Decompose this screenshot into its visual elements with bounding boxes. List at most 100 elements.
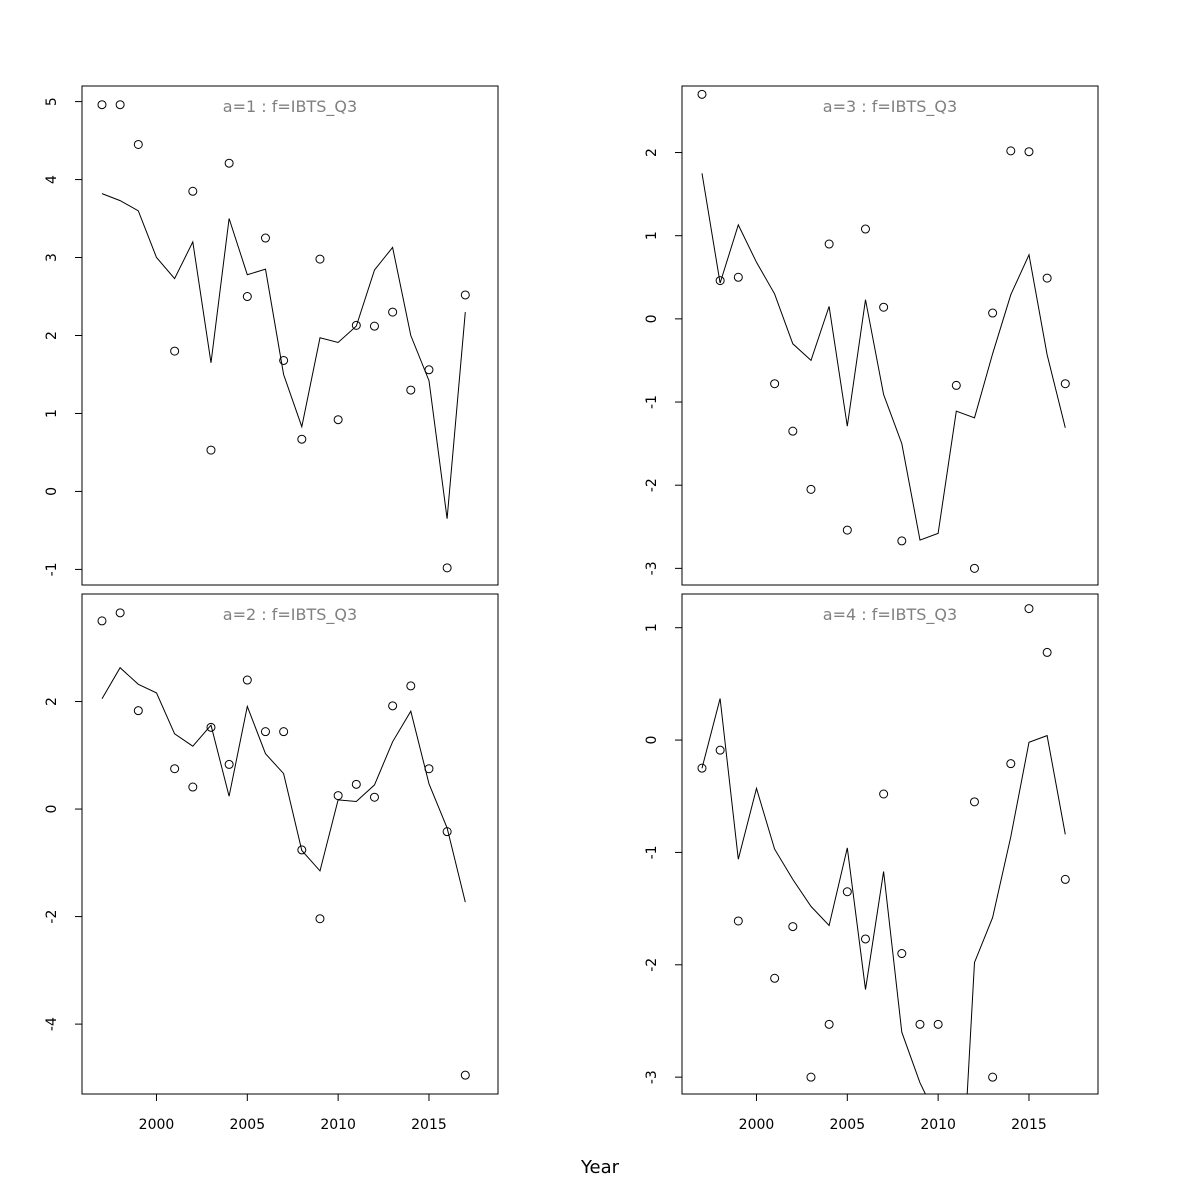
observed-point bbox=[715, 745, 725, 755]
observed-point bbox=[824, 1019, 834, 1029]
fitted-line bbox=[101, 193, 466, 519]
observed-point bbox=[115, 100, 125, 110]
observed-point bbox=[969, 797, 979, 807]
observed-point bbox=[333, 415, 343, 425]
observed-point bbox=[388, 701, 398, 711]
y-tick-label: -3 bbox=[644, 1070, 660, 1084]
panel-frame bbox=[81, 593, 499, 1095]
observed-point bbox=[988, 308, 998, 318]
observed-point bbox=[242, 675, 252, 685]
observed-point bbox=[170, 764, 180, 774]
panel-2: a=3 : f=IBTS_Q3 -3 -2 -1 0 1 2 bbox=[644, 85, 1099, 586]
observed-point bbox=[115, 608, 125, 618]
panel-1: a=1 : f=IBTS_Q3 -1 0 1 2 3 4 5 bbox=[44, 85, 499, 586]
observed-point bbox=[206, 722, 216, 732]
observed-point bbox=[442, 563, 452, 573]
observed-point bbox=[1042, 647, 1052, 657]
panel-frame bbox=[81, 85, 499, 586]
x-tick-label: 2005 bbox=[829, 1117, 865, 1133]
x-tick-label: 2005 bbox=[229, 1117, 265, 1133]
observed-point bbox=[424, 365, 434, 375]
observed-point bbox=[842, 525, 852, 535]
x-tick-label: 2010 bbox=[920, 1117, 956, 1133]
panel-title: a=1 : f=IBTS_Q3 bbox=[223, 97, 357, 117]
y-tick-label: 2 bbox=[44, 697, 60, 706]
x-tick-label: 2010 bbox=[320, 1117, 356, 1133]
observed-point bbox=[406, 681, 416, 691]
observed-point bbox=[224, 158, 234, 168]
y-tick-label: -2 bbox=[644, 958, 660, 972]
x-tick-label: 2015 bbox=[411, 1117, 447, 1133]
panel-frame bbox=[681, 85, 1099, 586]
observed-point bbox=[442, 827, 452, 837]
y-tick-label: 3 bbox=[44, 253, 60, 262]
observed-point bbox=[333, 791, 343, 801]
y-tick-label: 1 bbox=[644, 231, 660, 240]
observed-point bbox=[388, 307, 398, 317]
observed-point bbox=[969, 563, 979, 573]
y-tick-label: 0 bbox=[644, 314, 660, 323]
observed-point bbox=[1024, 147, 1034, 157]
observed-point bbox=[697, 763, 707, 773]
fitted-line bbox=[701, 698, 1066, 1094]
observed-point bbox=[242, 292, 252, 302]
observed-point bbox=[951, 380, 961, 390]
observed-point bbox=[788, 426, 798, 436]
panel-title: a=4 : f=IBTS_Q3 bbox=[823, 605, 957, 625]
observed-point bbox=[460, 290, 470, 300]
observed-point bbox=[133, 706, 143, 716]
observed-point bbox=[806, 1072, 816, 1082]
observed-point bbox=[1006, 146, 1016, 156]
observed-point bbox=[188, 186, 198, 196]
observed-point bbox=[897, 949, 907, 959]
y-tick-label: 2 bbox=[44, 331, 60, 340]
y-tick-label: 0 bbox=[44, 487, 60, 496]
observed-point bbox=[842, 887, 852, 897]
observed-point bbox=[260, 233, 270, 243]
observed-point bbox=[297, 845, 307, 855]
y-tick-label: -2 bbox=[644, 478, 660, 492]
observed-point bbox=[1060, 874, 1070, 884]
y-tick-label: 5 bbox=[44, 97, 60, 106]
observed-point bbox=[315, 254, 325, 264]
observed-point bbox=[1024, 604, 1034, 614]
observed-point bbox=[170, 346, 180, 356]
observed-point bbox=[188, 782, 198, 792]
observed-point bbox=[460, 1070, 470, 1080]
y-tick-label: 4 bbox=[44, 175, 60, 184]
observed-point bbox=[424, 764, 434, 774]
observed-point bbox=[133, 139, 143, 149]
observed-point bbox=[860, 934, 870, 944]
observed-point bbox=[770, 379, 780, 389]
observed-point bbox=[879, 789, 889, 799]
observed-point bbox=[369, 321, 379, 331]
panel-4: a=4 : f=IBTS_Q3 -3 -2 -1 0 1 2000 2005 2010 2015 bbox=[644, 593, 1099, 1133]
observed-point bbox=[806, 484, 816, 494]
observed-point bbox=[733, 272, 743, 282]
observed-point bbox=[97, 616, 107, 626]
panel-frame bbox=[681, 593, 1099, 1095]
y-tick-label: -4 bbox=[44, 1017, 60, 1031]
y-tick-label: 2 bbox=[644, 148, 660, 157]
observed-point bbox=[788, 922, 798, 932]
observed-point bbox=[733, 916, 743, 926]
observed-point bbox=[224, 759, 234, 769]
y-tick-label: 0 bbox=[44, 805, 60, 814]
observed-point bbox=[406, 385, 416, 395]
observed-point bbox=[770, 973, 780, 983]
observed-point bbox=[206, 445, 216, 455]
y-tick-label: 1 bbox=[44, 409, 60, 418]
observed-point bbox=[1060, 379, 1070, 389]
observed-point bbox=[369, 792, 379, 802]
observed-point bbox=[824, 239, 834, 249]
x-axis-title: Year bbox=[580, 1157, 620, 1178]
observed-point bbox=[279, 727, 289, 737]
fitted-line bbox=[101, 666, 466, 903]
y-tick-label: -2 bbox=[44, 910, 60, 924]
observed-point bbox=[697, 89, 707, 99]
fitted-line bbox=[701, 173, 1066, 541]
observed-point bbox=[715, 276, 725, 286]
y-tick-label: 1 bbox=[644, 623, 660, 632]
observed-point bbox=[915, 1019, 925, 1029]
